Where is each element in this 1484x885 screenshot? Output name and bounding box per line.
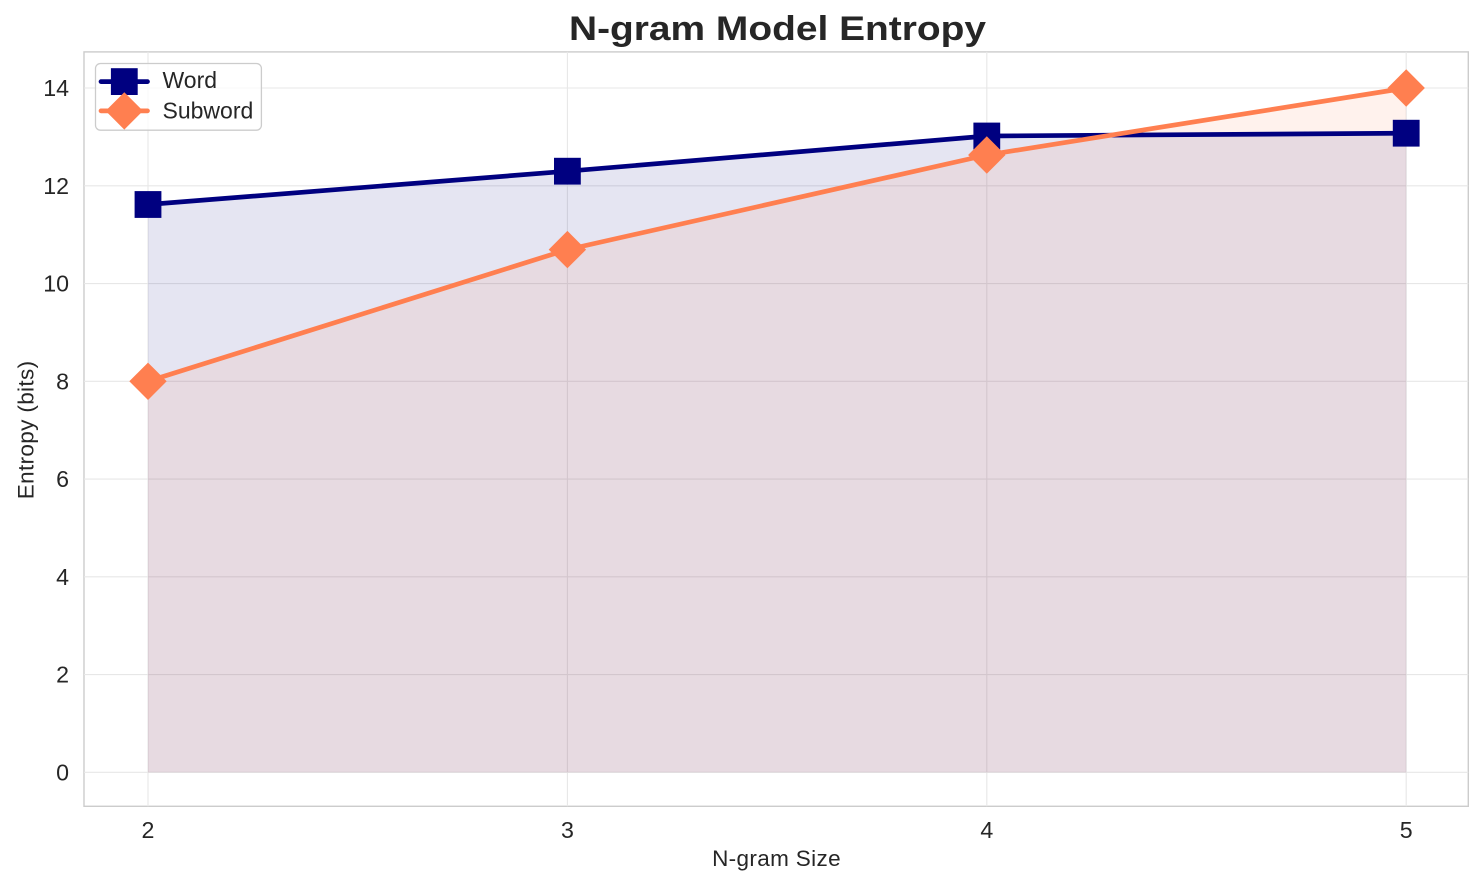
svg-text:12: 12 <box>43 173 69 199</box>
svg-text:3: 3 <box>561 817 574 843</box>
svg-text:2: 2 <box>142 817 155 843</box>
svg-text:2: 2 <box>56 662 69 688</box>
svg-text:4: 4 <box>980 817 993 843</box>
svg-text:8: 8 <box>56 368 69 394</box>
svg-text:10: 10 <box>43 271 69 297</box>
svg-text:N-gram Model Entropy: N-gram Model Entropy <box>569 10 986 48</box>
svg-text:Subword: Subword <box>163 98 254 124</box>
svg-text:Entropy (bits): Entropy (bits) <box>13 361 38 500</box>
svg-text:N-gram Size: N-gram Size <box>712 846 841 871</box>
svg-text:14: 14 <box>43 75 69 101</box>
svg-text:6: 6 <box>56 466 69 492</box>
svg-text:5: 5 <box>1400 817 1413 843</box>
svg-text:4: 4 <box>56 564 69 590</box>
svg-text:Word: Word <box>163 67 218 93</box>
svg-text:0: 0 <box>56 759 69 785</box>
